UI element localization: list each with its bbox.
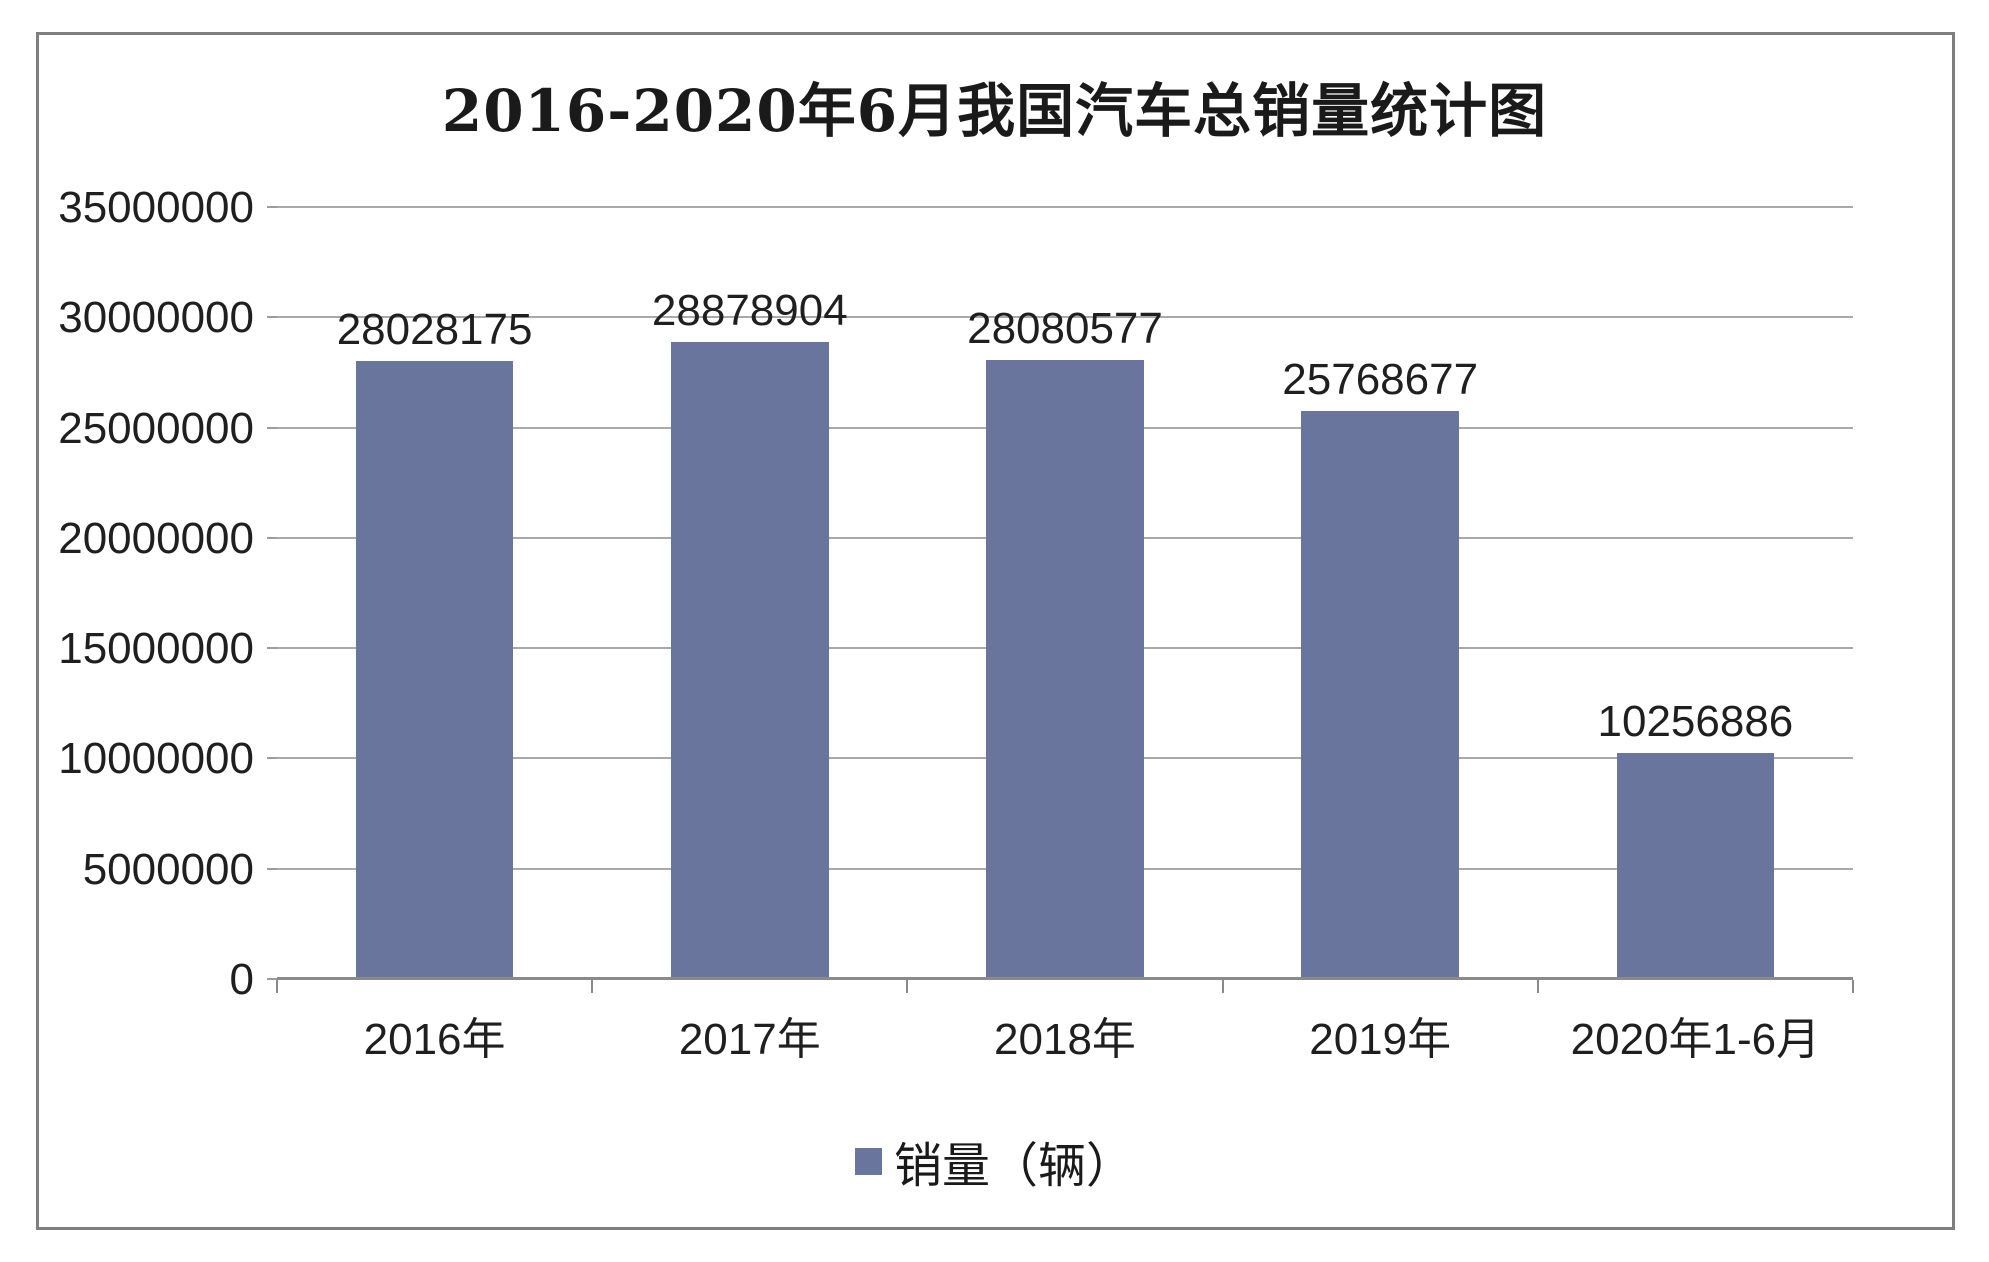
bar <box>1301 410 1459 979</box>
y-axis-tick <box>267 206 277 208</box>
legend-series-marker-icon <box>854 1147 882 1175</box>
bar-value-label: 25768677 <box>1282 354 1479 404</box>
y-axis-tick <box>267 426 277 429</box>
y-axis-label: 20000000 <box>58 513 254 563</box>
x-axis-tick <box>591 980 594 993</box>
gridline <box>277 206 1853 208</box>
x-axis-line <box>277 977 1853 980</box>
bar-value-label: 28878904 <box>651 286 848 335</box>
y-axis-tick <box>267 536 277 539</box>
y-axis-label: 15000000 <box>58 624 254 674</box>
x-axis-tick <box>1221 980 1224 993</box>
bar-value-label: 28080577 <box>967 303 1163 353</box>
bar <box>1616 752 1775 979</box>
y-axis-tick <box>267 647 277 650</box>
x-axis-tick <box>276 980 278 993</box>
y-axis-label: 0 <box>229 955 254 1004</box>
x-axis-tick <box>1536 980 1539 993</box>
bar <box>986 359 1144 979</box>
y-axis-tick <box>267 757 277 760</box>
gridline <box>277 316 1853 319</box>
y-axis-label: 35000000 <box>58 183 254 232</box>
y-axis-tick <box>267 316 277 319</box>
x-axis-label: 2016年 <box>363 1015 506 1064</box>
y-axis-tick <box>267 867 277 870</box>
x-axis-label: 2019年 <box>1309 1015 1452 1064</box>
bar <box>355 360 514 979</box>
y-axis-label: 30000000 <box>58 293 254 343</box>
y-axis-tick <box>267 978 277 980</box>
y-axis-label: 25000000 <box>58 403 254 453</box>
bar-value-label: 28028175 <box>336 304 533 354</box>
y-axis-label: 5000000 <box>82 844 254 894</box>
chart-title: 2016-2020年6月我国汽车总销量统计图 <box>441 77 1548 145</box>
x-axis-tick <box>1852 980 1854 993</box>
x-axis-tick <box>906 980 909 993</box>
x-axis-label: 2020年1-6月 <box>1570 1015 1821 1064</box>
legend-series-label: 销量（辆） <box>893 1140 1134 1193</box>
y-axis-label: 10000000 <box>58 734 254 784</box>
bar <box>671 342 829 979</box>
bar-value-label: 10256886 <box>1597 696 1794 746</box>
x-axis-label: 2018年 <box>994 1015 1136 1064</box>
x-axis-label: 2017年 <box>678 1015 821 1064</box>
legend: 销量（辆） <box>0 1126 1989 1196</box>
